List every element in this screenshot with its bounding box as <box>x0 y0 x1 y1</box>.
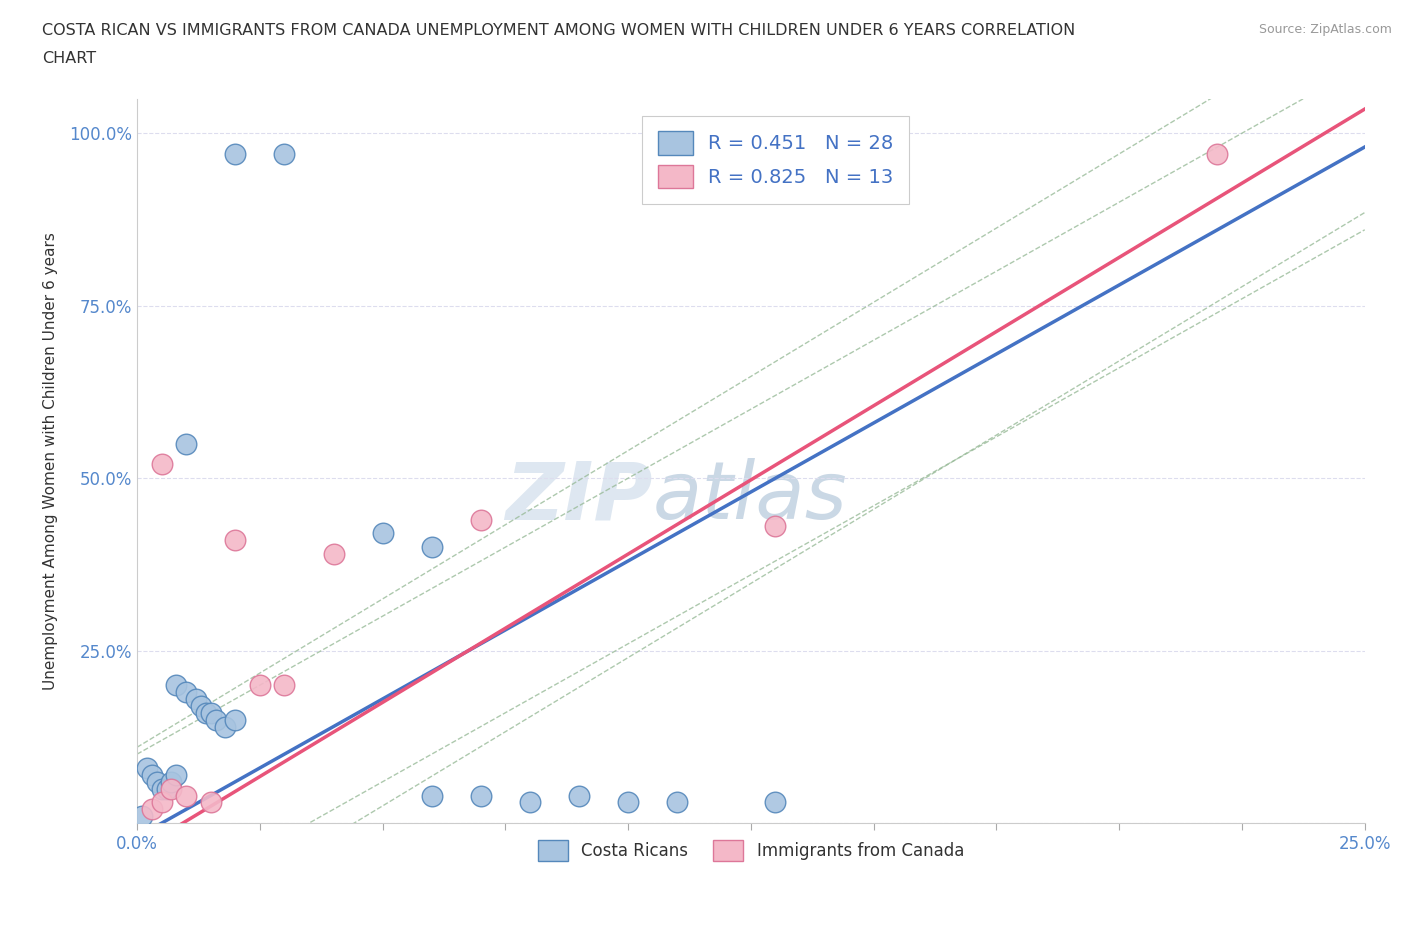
Point <box>145 775 167 790</box>
Point <box>131 809 153 824</box>
Point <box>141 802 163 817</box>
Point <box>190 698 212 713</box>
Point <box>160 781 183 796</box>
Point <box>224 146 246 161</box>
Point <box>322 547 344 562</box>
Point <box>371 526 394 541</box>
Point <box>155 781 177 796</box>
Point <box>165 678 187 693</box>
Point <box>174 684 197 699</box>
Point <box>568 788 591 803</box>
Point <box>519 795 541 810</box>
Point <box>200 795 222 810</box>
Point <box>765 795 787 810</box>
Point <box>273 678 295 693</box>
Point <box>420 788 443 803</box>
Point <box>135 761 157 776</box>
Legend: Costa Ricans, Immigrants from Canada: Costa Ricans, Immigrants from Canada <box>530 832 973 870</box>
Point <box>174 436 197 451</box>
Point <box>184 692 207 707</box>
Point <box>150 795 173 810</box>
Point <box>165 767 187 782</box>
Point <box>174 788 197 803</box>
Point <box>150 457 173 472</box>
Point <box>1206 146 1229 161</box>
Point <box>224 712 246 727</box>
Point <box>249 678 271 693</box>
Point <box>204 712 226 727</box>
Point <box>160 775 183 790</box>
Point <box>150 781 173 796</box>
Point <box>273 146 295 161</box>
Point <box>194 705 217 720</box>
Point <box>214 719 236 734</box>
Point <box>200 705 222 720</box>
Text: atlas: atlas <box>652 458 848 536</box>
Point <box>420 539 443 554</box>
Point <box>224 533 246 548</box>
Point <box>617 795 640 810</box>
Point <box>666 795 689 810</box>
Y-axis label: Unemployment Among Women with Children Under 6 years: Unemployment Among Women with Children U… <box>44 232 58 690</box>
Text: Source: ZipAtlas.com: Source: ZipAtlas.com <box>1258 23 1392 36</box>
Point <box>765 519 787 534</box>
Point <box>470 512 492 527</box>
Point <box>470 788 492 803</box>
Text: ZIP: ZIP <box>505 458 652 536</box>
Text: COSTA RICAN VS IMMIGRANTS FROM CANADA UNEMPLOYMENT AMONG WOMEN WITH CHILDREN UND: COSTA RICAN VS IMMIGRANTS FROM CANADA UN… <box>42 23 1076 38</box>
Text: CHART: CHART <box>42 51 96 66</box>
Point <box>141 767 163 782</box>
